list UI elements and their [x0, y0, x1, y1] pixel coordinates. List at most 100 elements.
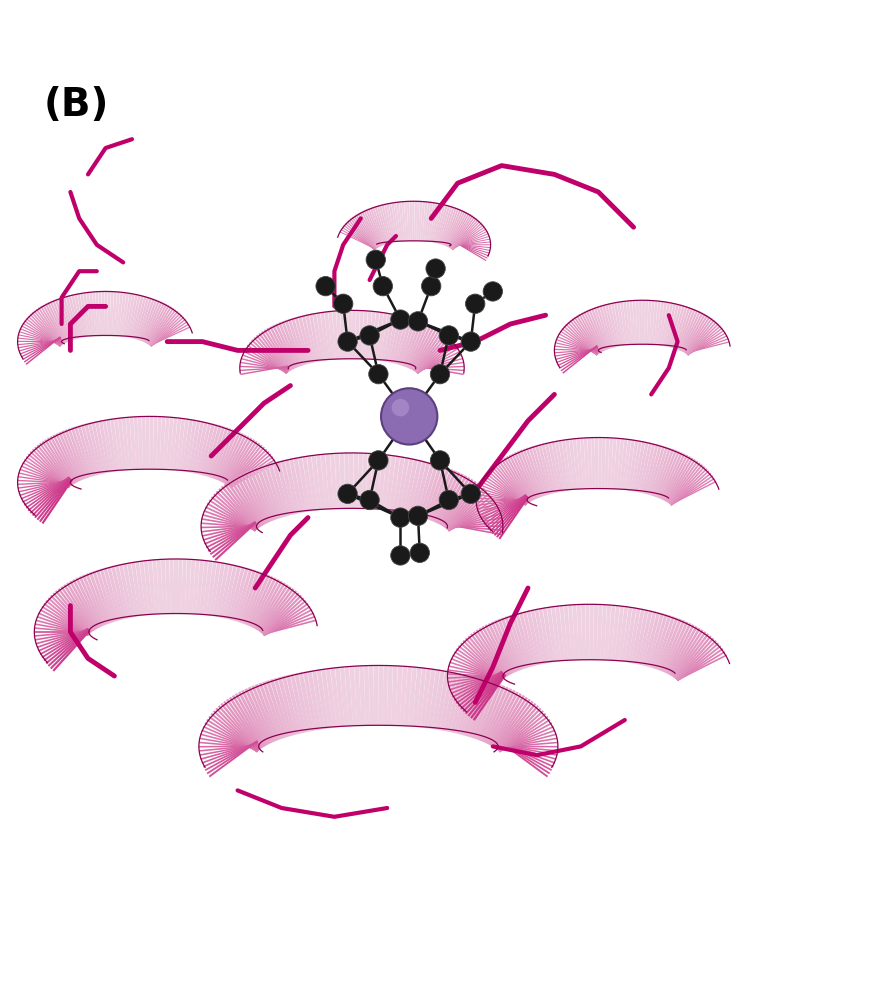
Polygon shape [326, 454, 334, 509]
Polygon shape [448, 669, 503, 678]
Polygon shape [288, 319, 305, 366]
Polygon shape [445, 209, 461, 246]
Polygon shape [131, 295, 143, 339]
Polygon shape [34, 627, 89, 634]
Polygon shape [416, 358, 463, 372]
Polygon shape [476, 498, 527, 501]
Polygon shape [383, 314, 395, 362]
Polygon shape [671, 478, 715, 506]
Polygon shape [374, 206, 387, 245]
Polygon shape [228, 566, 245, 620]
Circle shape [439, 490, 458, 510]
Polygon shape [251, 339, 288, 374]
Polygon shape [348, 310, 352, 359]
Polygon shape [665, 303, 676, 347]
Polygon shape [172, 418, 181, 471]
Polygon shape [499, 741, 552, 771]
Polygon shape [407, 459, 422, 514]
Polygon shape [203, 741, 258, 767]
Polygon shape [19, 469, 70, 486]
Polygon shape [229, 449, 268, 488]
Polygon shape [199, 742, 259, 748]
Polygon shape [230, 462, 277, 488]
Polygon shape [264, 464, 283, 518]
Polygon shape [441, 207, 455, 245]
Polygon shape [123, 563, 136, 617]
Circle shape [392, 399, 409, 416]
Polygon shape [62, 430, 84, 480]
Polygon shape [595, 438, 598, 489]
Polygon shape [498, 738, 557, 749]
Polygon shape [110, 419, 121, 471]
Polygon shape [157, 559, 164, 614]
Polygon shape [242, 572, 263, 624]
Polygon shape [487, 690, 516, 745]
Polygon shape [463, 640, 503, 681]
Polygon shape [475, 629, 508, 677]
Polygon shape [551, 606, 561, 662]
Polygon shape [232, 477, 263, 527]
Polygon shape [204, 722, 258, 752]
Polygon shape [216, 491, 257, 531]
Polygon shape [526, 610, 542, 665]
Polygon shape [107, 291, 111, 336]
Polygon shape [343, 225, 375, 250]
Polygon shape [647, 613, 664, 667]
Polygon shape [495, 699, 531, 749]
Polygon shape [545, 442, 558, 493]
Polygon shape [36, 619, 89, 635]
Polygon shape [78, 576, 104, 627]
Polygon shape [671, 305, 685, 348]
Polygon shape [446, 487, 485, 530]
Polygon shape [216, 708, 259, 752]
Polygon shape [153, 416, 158, 469]
Polygon shape [473, 674, 506, 721]
Polygon shape [629, 301, 635, 345]
Polygon shape [269, 326, 293, 370]
Polygon shape [683, 313, 706, 353]
Polygon shape [555, 342, 598, 353]
Polygon shape [242, 354, 288, 372]
Polygon shape [26, 318, 61, 347]
Circle shape [461, 332, 480, 351]
Polygon shape [30, 477, 70, 514]
Polygon shape [196, 422, 211, 475]
Polygon shape [336, 311, 342, 359]
Polygon shape [203, 510, 256, 531]
Polygon shape [227, 443, 260, 486]
Polygon shape [675, 307, 691, 349]
Polygon shape [475, 682, 498, 740]
Polygon shape [636, 442, 649, 492]
Polygon shape [224, 483, 259, 529]
Polygon shape [229, 697, 263, 748]
Polygon shape [240, 367, 289, 371]
Polygon shape [199, 744, 259, 752]
Polygon shape [447, 673, 463, 732]
Polygon shape [465, 638, 503, 680]
Polygon shape [415, 333, 445, 373]
Polygon shape [515, 613, 532, 667]
Polygon shape [235, 693, 267, 747]
Polygon shape [499, 722, 553, 752]
Polygon shape [650, 446, 668, 496]
Polygon shape [555, 347, 598, 360]
Polygon shape [260, 465, 281, 519]
Polygon shape [317, 669, 329, 729]
Polygon shape [677, 648, 723, 681]
Circle shape [422, 276, 441, 296]
Polygon shape [503, 457, 532, 502]
Polygon shape [416, 668, 427, 727]
Polygon shape [486, 473, 526, 506]
Polygon shape [608, 303, 620, 347]
Polygon shape [206, 561, 216, 616]
Polygon shape [621, 607, 633, 662]
Polygon shape [671, 475, 713, 506]
Polygon shape [320, 454, 329, 510]
Polygon shape [443, 207, 457, 245]
Circle shape [461, 484, 480, 504]
Circle shape [369, 364, 388, 384]
Polygon shape [249, 342, 287, 374]
Polygon shape [128, 294, 138, 338]
Polygon shape [384, 204, 393, 243]
Polygon shape [194, 422, 208, 474]
